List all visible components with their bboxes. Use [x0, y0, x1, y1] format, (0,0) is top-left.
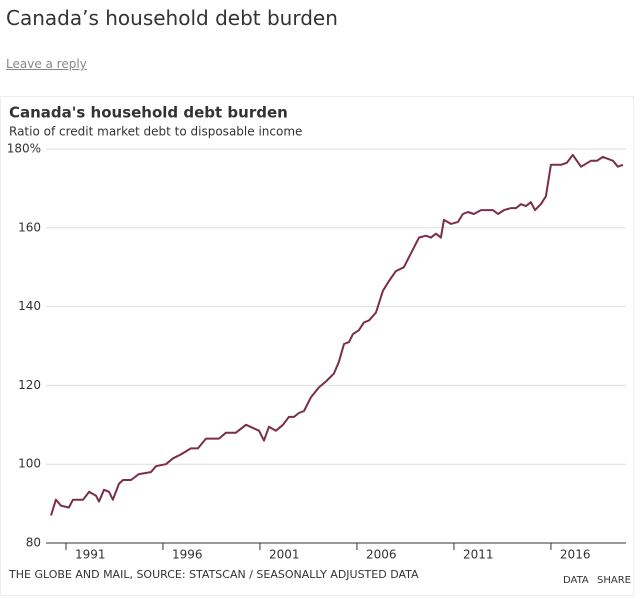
y-tick-label: 100 [18, 457, 41, 471]
y-tick-label: 160 [18, 220, 41, 234]
x-tick-label: 1996 [172, 548, 203, 562]
x-tick-label: 2001 [269, 548, 300, 562]
y-tick-label: 80 [26, 536, 41, 550]
reply-link[interactable]: Leave a reply [6, 57, 87, 71]
source: THE GLOBE AND MAIL, SOURCE: STATSCAN / S… [8, 568, 419, 581]
share-button[interactable]: SHARE [597, 575, 631, 586]
chart-subtitle: Ratio of credit market debt to disposabl… [9, 125, 302, 139]
data-line [50, 153, 624, 516]
x-tick-label: 2011 [463, 548, 494, 562]
y-tick-label: 120 [18, 378, 41, 392]
x-tick-label: 2016 [560, 548, 591, 562]
y-tick-label: 140 [18, 299, 41, 313]
data-button[interactable]: DATA [563, 575, 589, 586]
x-tick-label: 2006 [366, 548, 397, 562]
x-tick-label: 1991 [75, 548, 106, 562]
chart-card: Canada's household debt burden Ratio of … [0, 96, 634, 596]
y-tick-label: 180% [7, 142, 41, 156]
chart: Canada's household debt burden Ratio of … [7, 104, 631, 587]
page-title: Canada’s household debt burden [6, 6, 338, 30]
chart-title: Canada's household debt burden [9, 104, 288, 122]
